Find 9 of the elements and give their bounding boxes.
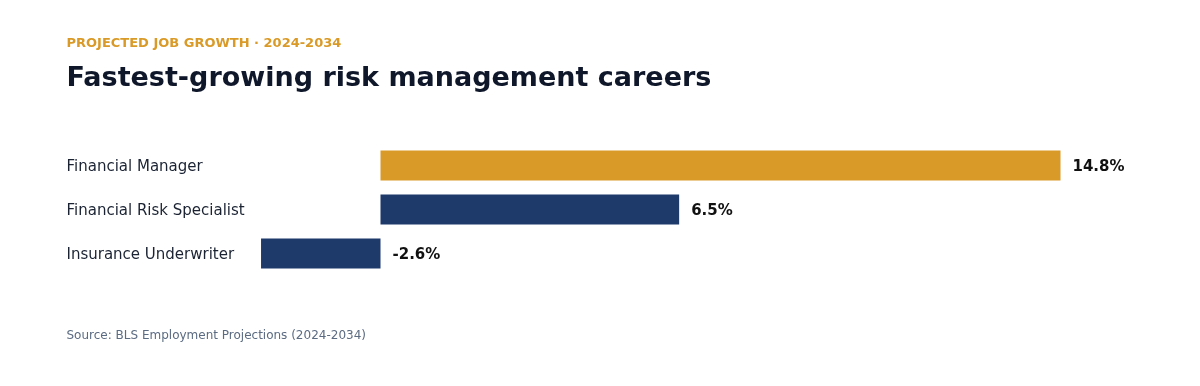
data-label: -2.6% [392,244,441,263]
source-note: Source: BLS Employment Projections (2024-2034) [66,327,366,342]
data-label: 14.8% [1072,156,1125,175]
y-tick-label: Financial Risk Specialist [66,200,245,219]
chart-title: Fastest-growing risk management careers [66,61,712,92]
y-tick-label: Financial Manager [66,156,204,175]
chart-subtitle: PROJECTED JOB GROWTH · 2024-2034 [66,35,342,50]
data-label: 6.5% [691,200,733,219]
y-tick-label: Insurance Underwriter [66,244,235,263]
